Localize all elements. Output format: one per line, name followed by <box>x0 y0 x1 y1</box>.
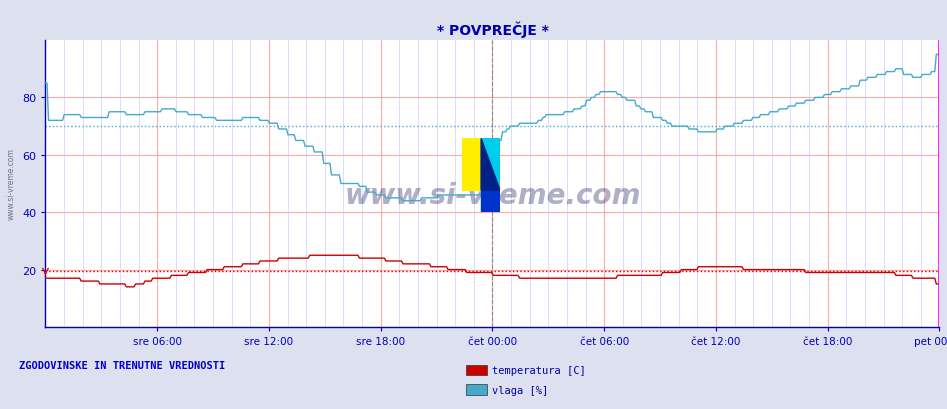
Text: www.si-vreme.com: www.si-vreme.com <box>344 182 641 209</box>
Text: vlaga [%]: vlaga [%] <box>492 385 548 395</box>
Polygon shape <box>481 139 500 191</box>
Text: www.si-vreme.com: www.si-vreme.com <box>7 148 16 220</box>
Text: temperatura [C]: temperatura [C] <box>492 365 586 375</box>
Title: * POVPREČJE *: * POVPREČJE * <box>437 22 548 38</box>
Polygon shape <box>481 191 500 213</box>
Bar <box>462 139 481 191</box>
Text: ZGODOVINSKE IN TRENUTNE VREDNOSTI: ZGODOVINSKE IN TRENUTNE VREDNOSTI <box>19 360 225 370</box>
Polygon shape <box>481 139 500 191</box>
